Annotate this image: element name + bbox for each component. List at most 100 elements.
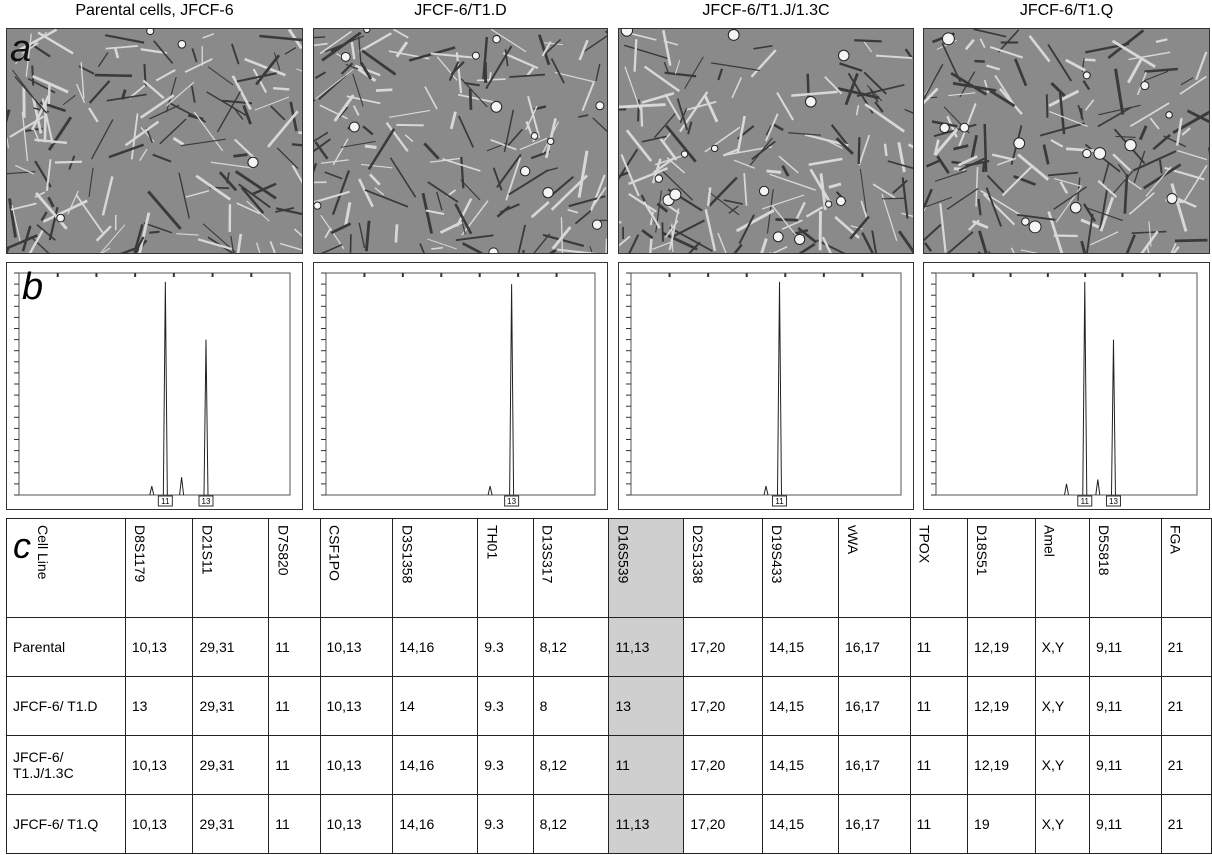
cell bbox=[631, 34, 657, 40]
table-row: JFCF-6/ T1.J/1.3C10,1329,311110,1314,169… bbox=[7, 736, 1212, 795]
cell bbox=[90, 81, 110, 103]
round-cell bbox=[839, 50, 850, 61]
cell bbox=[256, 55, 279, 84]
value-cell: 11 bbox=[910, 795, 967, 854]
cell bbox=[961, 252, 980, 253]
cell bbox=[872, 230, 879, 253]
header-row: cCell LineD8S1179D21S11D7S820CSF1POD3S13… bbox=[7, 519, 1212, 618]
round-cell bbox=[364, 29, 370, 33]
value-cell: 21 bbox=[1161, 736, 1211, 795]
value-cell: 10,13 bbox=[320, 736, 393, 795]
cell bbox=[976, 167, 978, 207]
header-cell: TPOX bbox=[910, 519, 967, 618]
cell bbox=[470, 89, 471, 110]
header-text: CSF1PO bbox=[327, 525, 343, 581]
cell bbox=[972, 135, 977, 157]
cell bbox=[431, 248, 443, 249]
cell bbox=[1115, 136, 1135, 137]
cell bbox=[354, 106, 359, 116]
cell bbox=[1156, 39, 1167, 41]
cell bbox=[314, 163, 316, 181]
cell bbox=[885, 144, 886, 156]
peak bbox=[1065, 484, 1069, 495]
round-cell bbox=[681, 151, 687, 157]
cell bbox=[706, 209, 715, 251]
allele-label: 11 bbox=[161, 497, 170, 506]
cell bbox=[232, 44, 239, 64]
cell bbox=[234, 234, 241, 253]
cell bbox=[1051, 140, 1063, 147]
round-cell bbox=[472, 52, 479, 59]
cell bbox=[775, 219, 798, 220]
value-cell: 11 bbox=[910, 736, 967, 795]
round-cell bbox=[1022, 218, 1029, 225]
header-cell: Amel bbox=[1035, 519, 1089, 618]
cell bbox=[393, 29, 408, 37]
cell bbox=[1051, 83, 1064, 96]
cell bbox=[988, 251, 1010, 253]
row-label: JFCF-6/ T1.Q bbox=[7, 795, 126, 854]
cell bbox=[280, 244, 302, 253]
value-cell: X,Y bbox=[1035, 677, 1089, 736]
cell bbox=[11, 204, 36, 210]
panel-title: JFCF-6/T1.D bbox=[313, 2, 608, 20]
header-text: D8S1179 bbox=[132, 525, 148, 582]
header-cell: D18S51 bbox=[968, 519, 1036, 618]
value-cell: X,Y bbox=[1035, 795, 1089, 854]
value-cell: 9,11 bbox=[1089, 795, 1161, 854]
cell bbox=[662, 222, 663, 241]
header-text: vWA bbox=[845, 525, 861, 554]
cell bbox=[153, 155, 171, 162]
cell bbox=[862, 233, 879, 253]
cell bbox=[544, 43, 563, 45]
micrograph bbox=[6, 28, 303, 254]
electropherogram-plot: 13 bbox=[314, 263, 607, 509]
cell bbox=[729, 206, 739, 213]
cell bbox=[732, 77, 741, 97]
cell bbox=[766, 247, 787, 253]
cell bbox=[295, 229, 302, 240]
cell bbox=[767, 171, 781, 172]
cell bbox=[1082, 241, 1086, 253]
cell bbox=[882, 194, 897, 241]
cell bbox=[817, 240, 851, 253]
cell bbox=[940, 203, 945, 252]
round-cell bbox=[655, 175, 662, 182]
cell bbox=[590, 246, 596, 253]
round-cell bbox=[1141, 82, 1149, 90]
value-cell: 10,13 bbox=[320, 618, 393, 677]
cell bbox=[990, 47, 1022, 57]
cell bbox=[1054, 187, 1087, 210]
round-cell bbox=[1083, 149, 1091, 157]
cell bbox=[762, 195, 804, 209]
round-cell bbox=[531, 133, 538, 140]
cell bbox=[497, 154, 521, 187]
cell bbox=[865, 104, 904, 131]
cell bbox=[179, 173, 189, 219]
micrograph bbox=[618, 28, 914, 254]
cell bbox=[49, 117, 71, 150]
cell bbox=[688, 122, 691, 134]
cell bbox=[486, 46, 511, 89]
cell bbox=[660, 138, 676, 160]
cell bbox=[277, 148, 298, 169]
header-text: D19S433 bbox=[769, 525, 785, 583]
cell bbox=[854, 40, 881, 41]
cell bbox=[95, 75, 132, 76]
cell bbox=[578, 115, 588, 117]
value-cell: 13 bbox=[125, 677, 193, 736]
cell bbox=[115, 48, 118, 58]
cell bbox=[1081, 220, 1099, 227]
cell bbox=[28, 230, 43, 253]
round-cell bbox=[1029, 221, 1041, 233]
cell bbox=[425, 86, 437, 109]
value-cell: 10,13 bbox=[320, 795, 393, 854]
round-cell bbox=[341, 52, 350, 61]
value-cell: 16,17 bbox=[838, 795, 910, 854]
value-cell: 17,20 bbox=[684, 618, 763, 677]
cell bbox=[1047, 94, 1048, 118]
cell bbox=[583, 82, 594, 111]
round-cell bbox=[547, 138, 553, 144]
cell bbox=[160, 119, 186, 144]
cell bbox=[678, 98, 688, 130]
